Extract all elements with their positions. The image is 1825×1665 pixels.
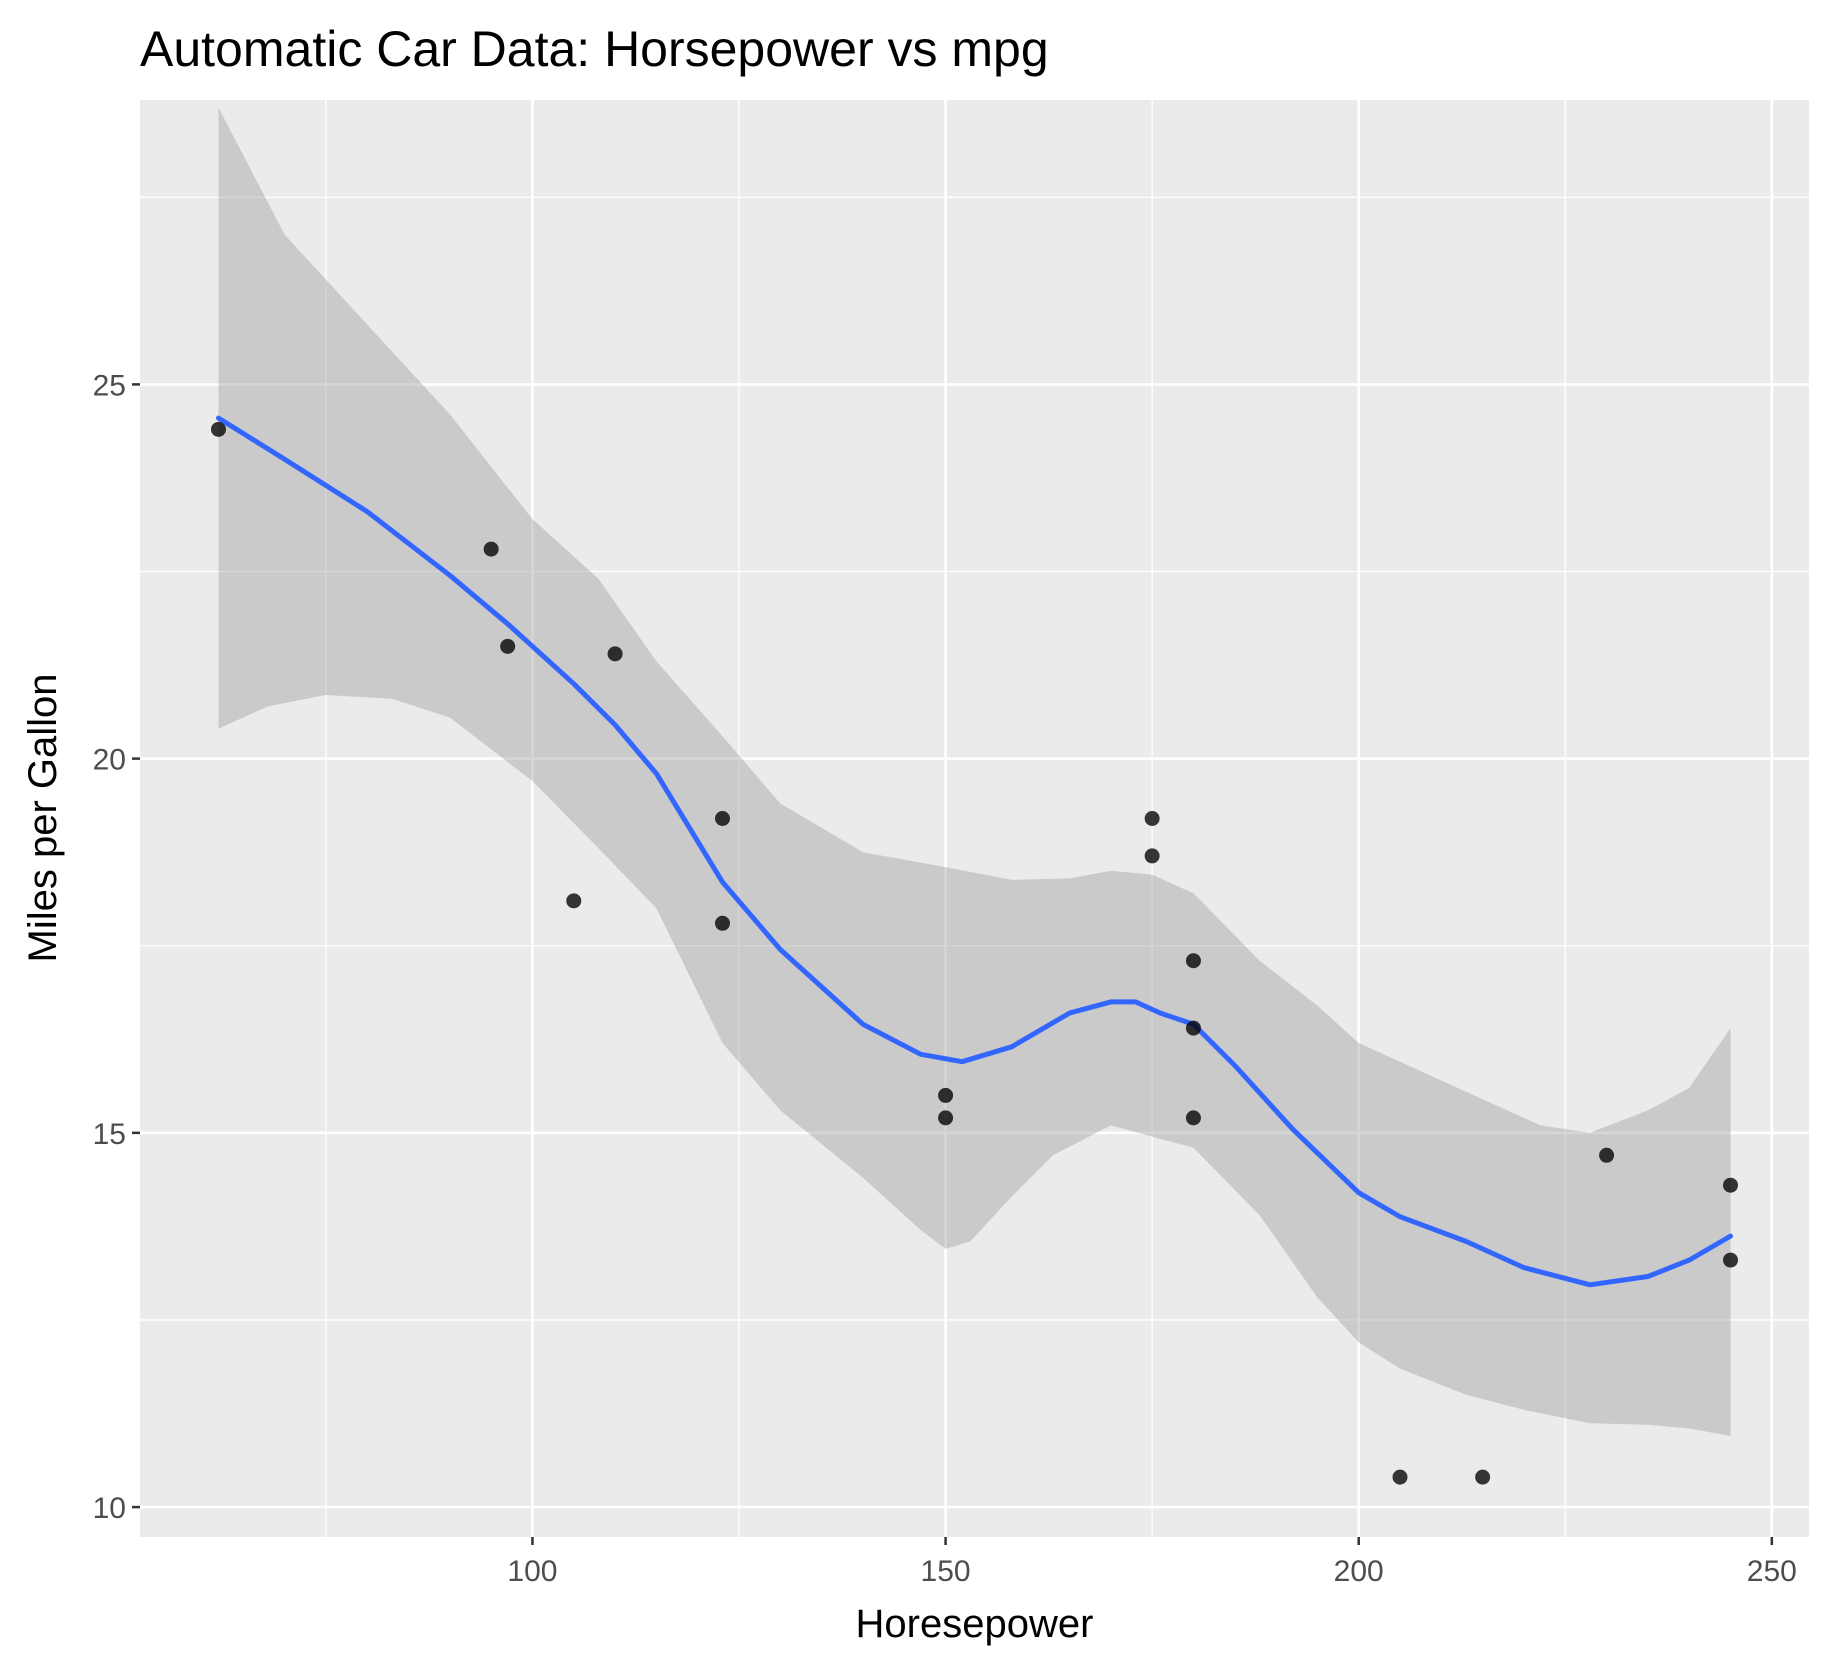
y-tick-label: 25: [93, 369, 126, 402]
data-point: [1185, 1110, 1201, 1126]
data-point: [1723, 1177, 1739, 1193]
y-tick-label: 10: [93, 1492, 126, 1525]
data-point: [1144, 848, 1160, 864]
x-tick-label: 100: [507, 1555, 557, 1588]
plot-panel: [140, 100, 1809, 1537]
data-point: [714, 915, 730, 931]
x-axis-title: Horesepower: [856, 1602, 1094, 1646]
major-gridlines: [140, 100, 1809, 1537]
data-point: [938, 1110, 954, 1126]
smooth-line: [216, 415, 1733, 1288]
data-point: [938, 1087, 954, 1103]
x-axis: 100 150 200 250: [507, 1537, 1797, 1588]
data-point: [1599, 1147, 1615, 1163]
data-point: [500, 638, 516, 654]
data-point: [1185, 1020, 1201, 1036]
data-point: [210, 421, 226, 437]
data-point: [1185, 953, 1201, 969]
data-point: [1144, 811, 1160, 826]
x-tick-label: 250: [1747, 1555, 1797, 1588]
chart-title: Automatic Car Data: Horsepower vs mpg: [140, 21, 1049, 77]
data-point: [714, 811, 730, 826]
x-tick-label: 150: [921, 1555, 971, 1588]
data-point: [483, 541, 499, 557]
data-points: [210, 421, 1739, 1485]
data-point: [1723, 1252, 1739, 1268]
y-tick-label: 20: [93, 744, 126, 777]
confidence-ribbon: [218, 107, 1731, 1436]
data-point: [1392, 1469, 1408, 1485]
data-point: [1475, 1469, 1491, 1485]
y-axis: 10 15 20 25: [93, 369, 140, 1525]
y-axis-title: Miles per Gallon: [21, 673, 65, 962]
x-tick-label: 200: [1334, 1555, 1384, 1588]
data-point: [607, 646, 623, 662]
y-tick-label: 15: [93, 1118, 126, 1151]
data-point: [566, 893, 582, 909]
